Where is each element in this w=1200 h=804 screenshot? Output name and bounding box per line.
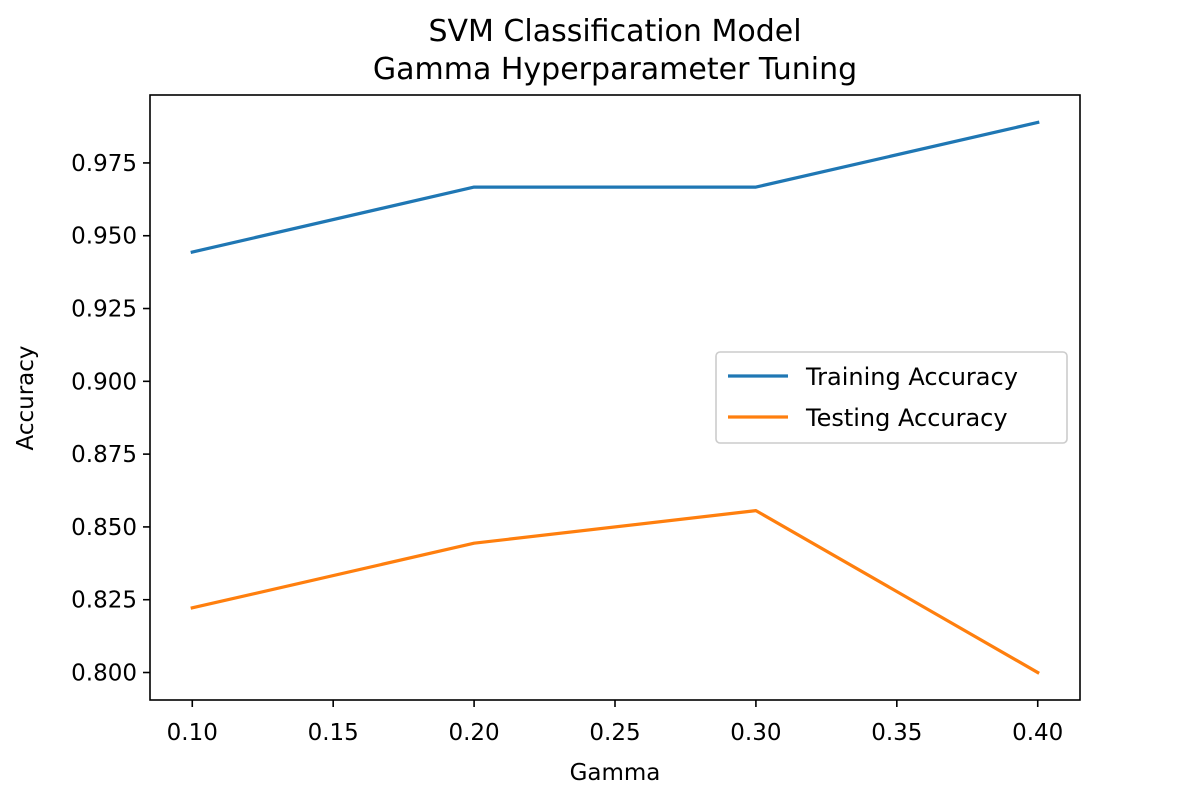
series-line-0 bbox=[190, 120, 1040, 254]
y-tick-label: 0.975 bbox=[71, 151, 137, 177]
y-tick-label: 0.950 bbox=[71, 224, 137, 250]
x-tick-label: 0.35 bbox=[871, 720, 922, 746]
x-axis-ticks: 0.10 0.15 0.20 0.25 0.30 0.35 0.40 bbox=[167, 700, 1063, 746]
x-tick-label: 0.20 bbox=[448, 720, 499, 746]
x-tick-label: 0.40 bbox=[1012, 720, 1063, 746]
y-axis-ticks: 0.800 0.825 0.850 0.875 0.900 0.925 0.950 0.975 bbox=[71, 151, 150, 687]
legend: Training Accuracy Testing Accuracy bbox=[715, 351, 1068, 444]
y-axis-label: Accuracy bbox=[13, 345, 39, 450]
y-tick-label: 0.800 bbox=[71, 661, 137, 687]
x-axis-label: Gamma bbox=[570, 760, 661, 786]
plot-lines bbox=[190, 120, 1040, 675]
x-tick-label: 0.25 bbox=[589, 720, 640, 746]
legend-label-0: Training Accuracy bbox=[805, 363, 1018, 391]
series-line-1 bbox=[190, 509, 1040, 675]
x-tick-label: 0.15 bbox=[308, 720, 359, 746]
y-tick-label: 0.825 bbox=[71, 588, 137, 614]
y-tick-label: 0.925 bbox=[71, 297, 137, 323]
legend-box bbox=[715, 351, 1068, 444]
chart-subtitle: Gamma Hyperparameter Tuning bbox=[373, 52, 857, 87]
y-tick-label: 0.850 bbox=[71, 515, 137, 541]
legend-label-1: Testing Accuracy bbox=[805, 404, 1008, 432]
x-tick-label: 0.30 bbox=[730, 720, 781, 746]
chart-title: SVM Classification Model bbox=[428, 14, 801, 49]
y-tick-label: 0.900 bbox=[71, 369, 137, 395]
y-tick-label: 0.875 bbox=[71, 442, 137, 468]
x-tick-label: 0.10 bbox=[167, 720, 218, 746]
